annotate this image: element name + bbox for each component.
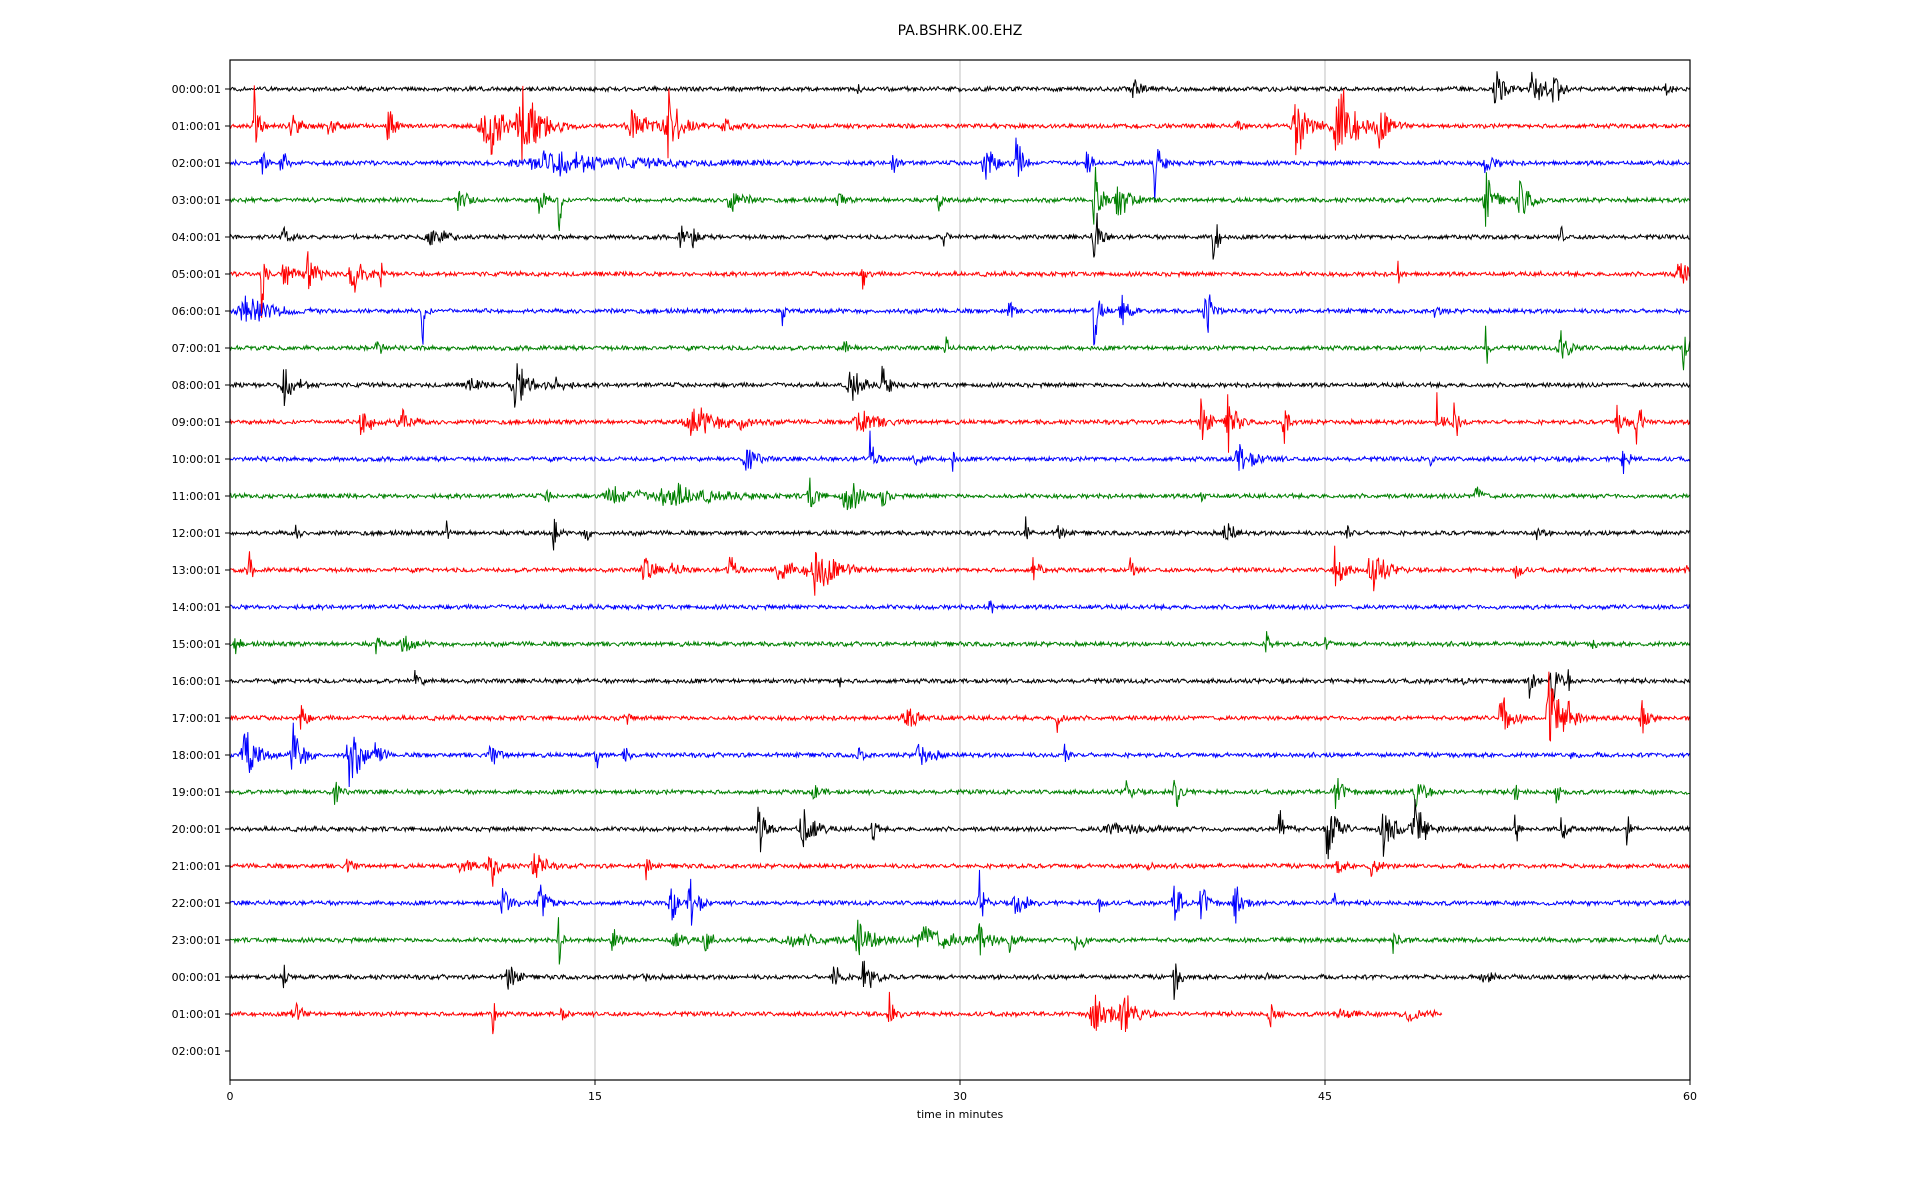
y-tick-label: 03:00:01 bbox=[172, 194, 221, 207]
y-tick-label: 11:00:01 bbox=[172, 490, 221, 503]
trace-11 bbox=[229, 477, 1691, 511]
trace-1 bbox=[229, 85, 1691, 164]
trace-2 bbox=[229, 137, 1691, 202]
y-tick-label: 15:00:01 bbox=[172, 638, 221, 651]
y-tick-label: 00:00:01 bbox=[172, 83, 221, 96]
x-tick-label: 0 bbox=[227, 1090, 234, 1103]
trace-16 bbox=[229, 669, 1691, 702]
x-axis: 0 15 30 45 60 bbox=[227, 1080, 1697, 1103]
trace-10 bbox=[229, 430, 1691, 475]
trace-17 bbox=[229, 671, 1691, 742]
trace-12 bbox=[229, 516, 1691, 551]
plot-frame bbox=[229, 59, 1691, 1081]
traces bbox=[229, 71, 1691, 1035]
trace-19 bbox=[229, 777, 1691, 810]
y-tick-label: 21:00:01 bbox=[172, 860, 221, 873]
y-tick-label: 19:00:01 bbox=[172, 786, 221, 799]
y-tick-label: 02:00:01 bbox=[172, 157, 221, 170]
trace-0 bbox=[229, 71, 1691, 104]
y-tick-label: 18:00:01 bbox=[172, 749, 221, 762]
y-tick-label: 07:00:01 bbox=[172, 342, 221, 355]
trace-8 bbox=[229, 363, 1691, 408]
trace-14 bbox=[229, 600, 1691, 614]
y-tick-label: 13:00:01 bbox=[172, 564, 221, 577]
trace-25 bbox=[229, 991, 1443, 1035]
x-axis-label: time in minutes bbox=[917, 1108, 1004, 1121]
chart-title: PA.BSHRK.00.EHZ bbox=[898, 23, 1023, 39]
y-tick-label: 14:00:01 bbox=[172, 601, 221, 614]
trace-6 bbox=[229, 294, 1691, 346]
trace-22 bbox=[229, 869, 1691, 926]
y-tick-label: 01:00:01 bbox=[172, 120, 221, 133]
y-tick-label: 10:00:01 bbox=[172, 453, 221, 466]
y-axis: 00:00:01 01:00:01 02:00:01 03:00:01 04:00:01… bbox=[172, 83, 230, 1058]
trace-3 bbox=[229, 166, 1691, 232]
x-tick-label: 60 bbox=[1683, 1090, 1697, 1103]
x-tick-label: 45 bbox=[1318, 1090, 1332, 1103]
trace-20 bbox=[229, 799, 1691, 860]
y-tick-label: 22:00:01 bbox=[172, 897, 221, 910]
y-tick-label: 06:00:01 bbox=[172, 305, 221, 318]
y-tick-label: 17:00:01 bbox=[172, 712, 221, 725]
trace-15 bbox=[229, 631, 1691, 655]
y-tick-label: 00:00:01 bbox=[172, 971, 221, 984]
y-tick-label: 16:00:01 bbox=[172, 675, 221, 688]
trace-18 bbox=[229, 722, 1691, 788]
x-tick-label: 15 bbox=[588, 1090, 602, 1103]
trace-4 bbox=[229, 212, 1691, 260]
trace-9 bbox=[229, 392, 1691, 453]
trace-5 bbox=[229, 251, 1691, 318]
trace-21 bbox=[229, 853, 1691, 887]
trace-24 bbox=[229, 960, 1691, 1000]
y-tick-label: 05:00:01 bbox=[172, 268, 221, 281]
trace-7 bbox=[229, 325, 1691, 371]
x-tick-label: 30 bbox=[953, 1090, 967, 1103]
y-tick-label: 23:00:01 bbox=[172, 934, 221, 947]
y-tick-label: 20:00:01 bbox=[172, 823, 221, 836]
y-tick-label: 04:00:01 bbox=[172, 231, 221, 244]
grid-lines bbox=[594, 60, 1326, 1080]
trace-13 bbox=[229, 545, 1691, 596]
y-tick-label: 01:00:01 bbox=[172, 1008, 221, 1021]
y-tick-label: 02:00:01 bbox=[172, 1045, 221, 1058]
y-tick-label: 12:00:01 bbox=[172, 527, 221, 540]
trace-23 bbox=[229, 917, 1691, 965]
y-tick-label: 08:00:01 bbox=[172, 379, 221, 392]
y-tick-label: 09:00:01 bbox=[172, 416, 221, 429]
